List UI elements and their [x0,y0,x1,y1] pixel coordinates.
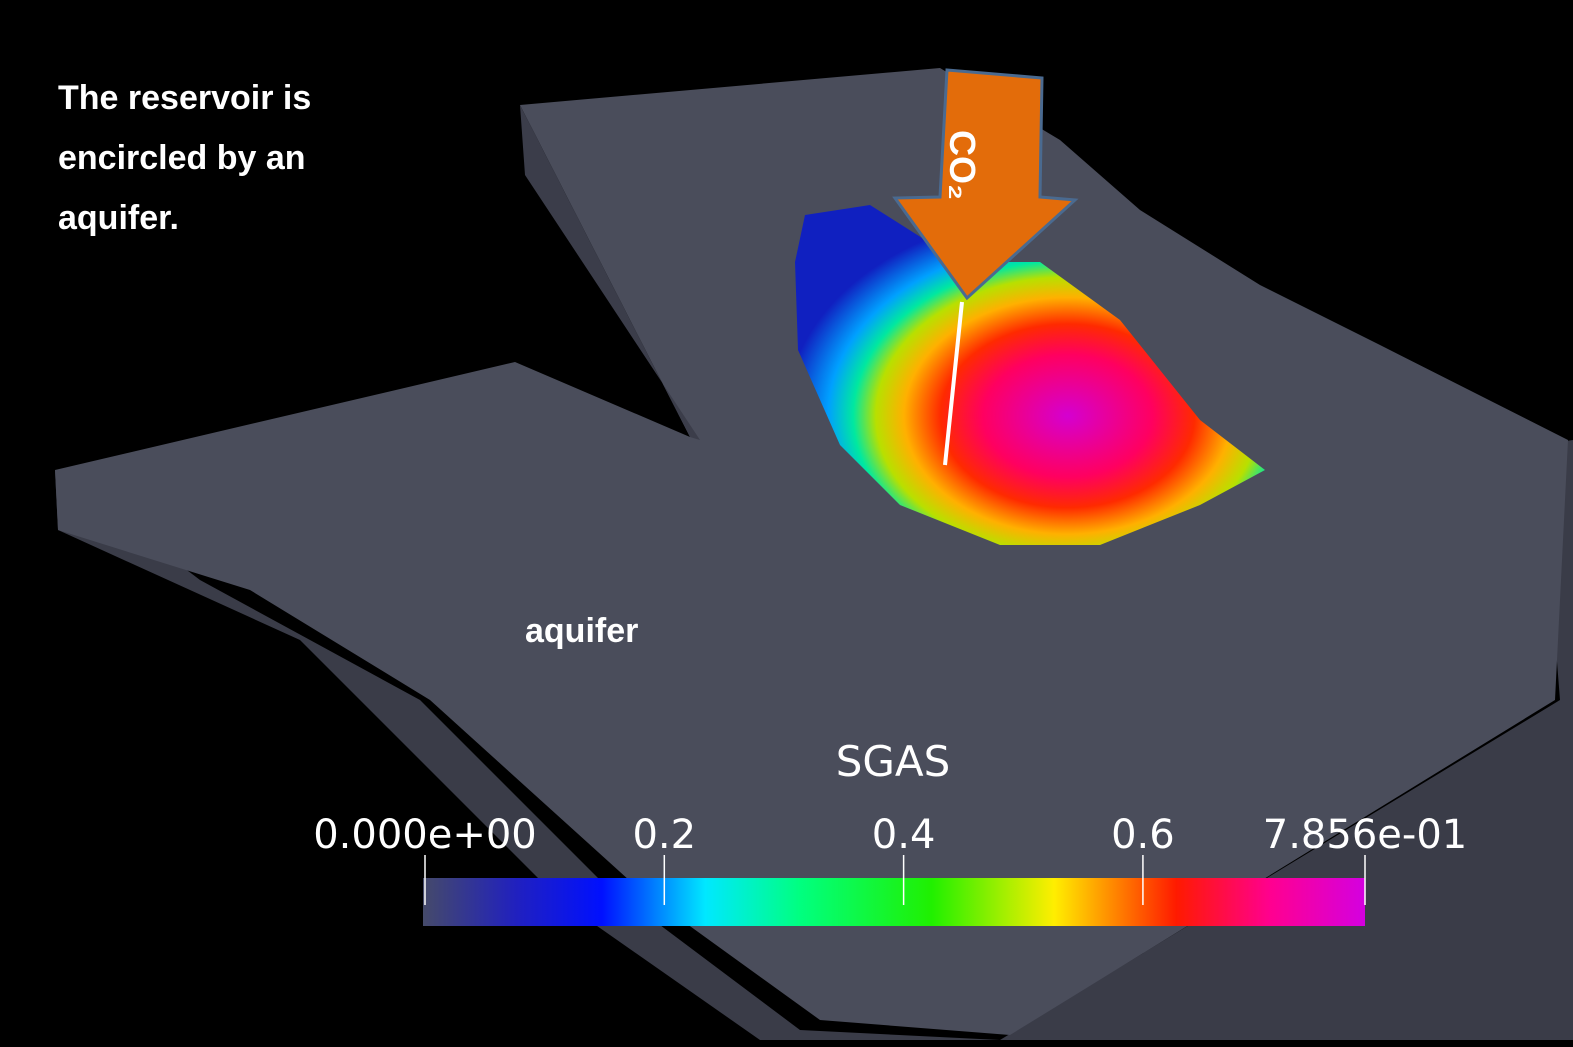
colorbar-title: SGAS [836,737,951,786]
colorbar-tick-label: 7.856e-01 [1263,812,1467,858]
colorbar-tick-label: 0.000e+00 [313,812,537,858]
annotation: The reservoir is encircled by an aquifer… [58,68,388,248]
arrow-label: CO₂ [942,130,983,200]
aquifer-label: aquifer [525,612,638,651]
colorbar-tick-label: 0.6 [1111,812,1175,858]
colorbar-tick-label: 0.4 [872,812,936,858]
colorbar-gradient [423,878,1365,926]
page: CO₂ SGAS 0.000e+00 0.2 0.4 0.6 7.856e-01 The… [0,0,1573,1047]
colorbar-tick-label: 0.2 [632,812,696,858]
